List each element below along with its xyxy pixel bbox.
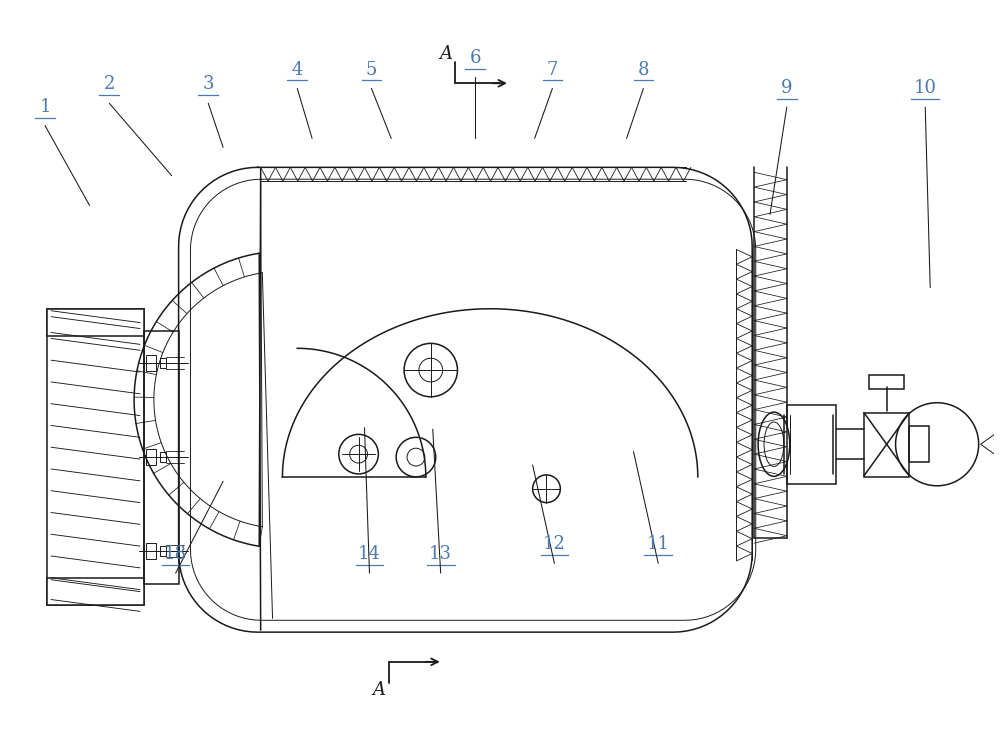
Bar [160, 546, 166, 556]
Bar [47, 308, 144, 336]
Text: 10: 10 [914, 79, 937, 97]
Text: 2: 2 [104, 75, 115, 93]
Text: 7: 7 [547, 60, 558, 78]
Polygon shape [994, 437, 1000, 451]
Bar [47, 308, 144, 605]
Bar [864, 412, 909, 477]
Bar [47, 578, 144, 605]
Text: 9: 9 [781, 79, 793, 97]
Polygon shape [981, 434, 994, 454]
Text: 6: 6 [470, 49, 481, 67]
Text: 3: 3 [203, 75, 214, 93]
Bar [787, 405, 836, 484]
Text: 5: 5 [366, 60, 377, 78]
Text: 1: 1 [39, 98, 51, 116]
Bar [146, 355, 156, 371]
Text: 13: 13 [429, 545, 452, 563]
Text: 11: 11 [647, 535, 670, 553]
Bar [869, 375, 904, 389]
Bar [160, 452, 166, 462]
Text: 14: 14 [358, 545, 381, 563]
Text: 8: 8 [638, 60, 649, 78]
Bar [909, 427, 929, 462]
Text: 4: 4 [292, 60, 303, 78]
Text: A: A [373, 681, 386, 698]
Bar [146, 543, 156, 559]
Ellipse shape [764, 422, 784, 467]
Text: A: A [439, 44, 452, 63]
Bar [160, 358, 166, 368]
Text: 12: 12 [543, 535, 566, 553]
Bar [146, 449, 156, 465]
Bar [144, 330, 179, 584]
Text: 18: 18 [164, 545, 187, 563]
Ellipse shape [758, 412, 790, 477]
